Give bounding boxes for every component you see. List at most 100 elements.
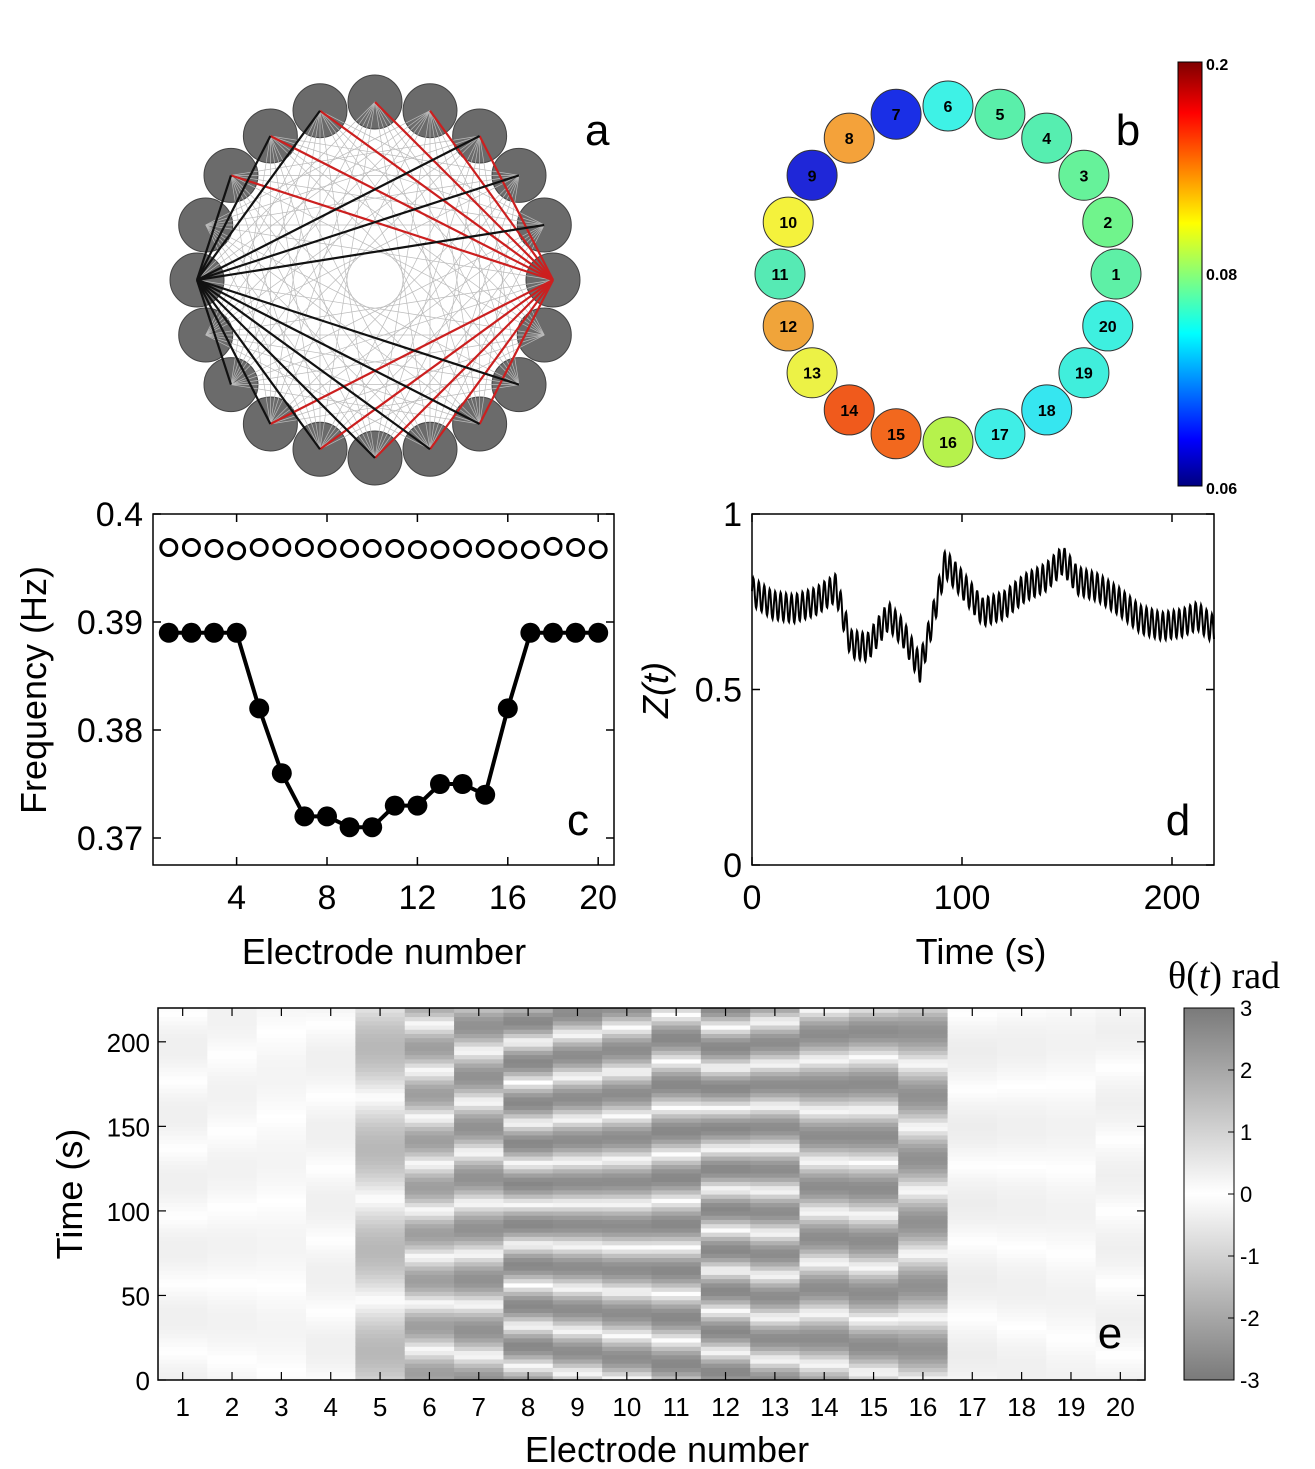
- panel-d-ytick-label: 0: [723, 847, 742, 885]
- panel-e-cell: [898, 1050, 949, 1056]
- panel-a-link-light: [270, 135, 520, 385]
- panel-c-open-point: [249, 537, 269, 557]
- panel-e-cell: [355, 1113, 406, 1119]
- panel-e-cell: [552, 1185, 603, 1191]
- panel-a-link-light: [205, 110, 431, 226]
- panel-e-cell: [651, 1084, 702, 1089]
- panel-e-cell: [602, 1050, 652, 1056]
- panel-e-cell: [898, 1265, 949, 1271]
- panel-e-cell: [898, 1299, 949, 1305]
- panel-e-cell: [404, 1248, 455, 1254]
- panel-e-cell: [848, 1016, 899, 1022]
- panel-e-cell: [207, 1367, 258, 1373]
- panel-e-cell: [898, 1291, 949, 1297]
- panel-a-link-light: [205, 334, 520, 385]
- panel-e-cell: [602, 1270, 652, 1275]
- panel-e-cell: [207, 1232, 258, 1237]
- panel-e-cell: [404, 1143, 455, 1149]
- panel-e-cell: [306, 1177, 356, 1182]
- panel-e-cell: [1095, 1303, 1146, 1309]
- panel-e-cell: [700, 1337, 751, 1343]
- panel-e-cell: [700, 1181, 751, 1187]
- panel-e-cell: [1095, 1194, 1146, 1199]
- panel-e-cell: [404, 1354, 455, 1360]
- panel-e-cell: [256, 1071, 307, 1077]
- panel-e-cell: [996, 1337, 1047, 1343]
- panel-e-cell: [602, 1215, 652, 1220]
- panel-e-cell: [898, 1037, 949, 1043]
- panel-e-cell: [996, 1265, 1047, 1271]
- panel-e-cell: [700, 1126, 751, 1132]
- panel-e-cell: [898, 1020, 949, 1026]
- panel-e-colorbar: [1183, 1007, 1235, 1381]
- panel-e-cell: [1095, 1181, 1146, 1187]
- panel-e-cell: [750, 1071, 801, 1077]
- panel-e-cell: [256, 1257, 307, 1263]
- panel-e-ytick-label: 50: [121, 1281, 150, 1311]
- panel-e-cell: [256, 1291, 307, 1297]
- panel-e-cell: [947, 1130, 998, 1136]
- panel-e-cell: [355, 1130, 406, 1136]
- panel-e-cell: [503, 1265, 554, 1271]
- panel-e-cell: [552, 1177, 603, 1182]
- panel-a-link-light: [319, 110, 545, 226]
- panel-e-cell: [207, 1219, 258, 1225]
- panel-e-cell: [503, 1037, 554, 1043]
- panel-e-cell: [1046, 1020, 1097, 1026]
- panel-e-cell: [306, 1079, 356, 1085]
- panel-e-cell: [1046, 1198, 1097, 1204]
- panel-e-cell: [750, 1168, 801, 1174]
- panel-e-cell: [207, 1312, 258, 1318]
- panel-e-cell: [947, 1139, 998, 1144]
- panel-e-cell: [503, 1244, 554, 1250]
- panel-e-cell: [158, 1350, 208, 1356]
- panel-e-cell: [996, 1210, 1047, 1216]
- panel-e-cell: [602, 1033, 652, 1039]
- panel-e-cell: [848, 1312, 899, 1318]
- panel-e-cell: [256, 1219, 307, 1225]
- panel-e-cell: [898, 1041, 949, 1047]
- panel-e-cell: [355, 1295, 406, 1301]
- panel-e-cell: [158, 1295, 208, 1301]
- panel-e-cell: [1046, 1232, 1097, 1237]
- panel-e-cell: [355, 1024, 406, 1030]
- panel-e-cell: [256, 1329, 307, 1335]
- panel-e-cell: [602, 1084, 652, 1089]
- panel-e-cell: [898, 1130, 949, 1136]
- panel-e-cell: [1095, 1092, 1146, 1098]
- panel-e-cell: [454, 1333, 504, 1339]
- panel-e-cell: [355, 1016, 406, 1022]
- panel-e-cell: [404, 1291, 455, 1297]
- panel-e-cell: [503, 1155, 554, 1161]
- panel-e-cell: [700, 1079, 751, 1085]
- panel-e-cell: [750, 1130, 801, 1136]
- panel-e-cell: [404, 1278, 455, 1284]
- panel-e-cell: [256, 1117, 307, 1123]
- panel-e-cell: [355, 1189, 406, 1195]
- panel-e-cell: [947, 1227, 998, 1233]
- panel-e-cell: [651, 1215, 702, 1220]
- panel-e-cell: [848, 1244, 899, 1250]
- panel-e-cell: [1095, 1134, 1146, 1140]
- panel-e-cell: [158, 1248, 208, 1254]
- panel-e-cell: [158, 1130, 208, 1136]
- panel-e-cell: [158, 1041, 208, 1047]
- panel-e-cell: [898, 1341, 949, 1347]
- panel-e-cell: [404, 1312, 455, 1318]
- panel-e-cell: [1046, 1202, 1097, 1208]
- panel-d-ytick-label: 0.5: [695, 672, 742, 710]
- panel-e-cell: [898, 1134, 949, 1140]
- panel-e-cell: [306, 1312, 356, 1318]
- panel-e-cell: [355, 1155, 406, 1161]
- panel-e-cell: [996, 1058, 1047, 1064]
- panel-e-cell: [207, 1147, 258, 1153]
- panel-e-cell: [256, 1139, 307, 1144]
- panel-e-cell: [1046, 1274, 1097, 1280]
- panel-e-cell: [306, 1227, 356, 1233]
- panel-e-cell: [799, 1050, 850, 1056]
- panel-b-node-label-15: 15: [887, 427, 905, 444]
- panel-e-cell: [454, 1168, 504, 1174]
- panel-e-cell: [256, 1320, 307, 1326]
- panel-e-cell: [306, 1320, 356, 1326]
- panel-e-cell: [454, 1181, 504, 1187]
